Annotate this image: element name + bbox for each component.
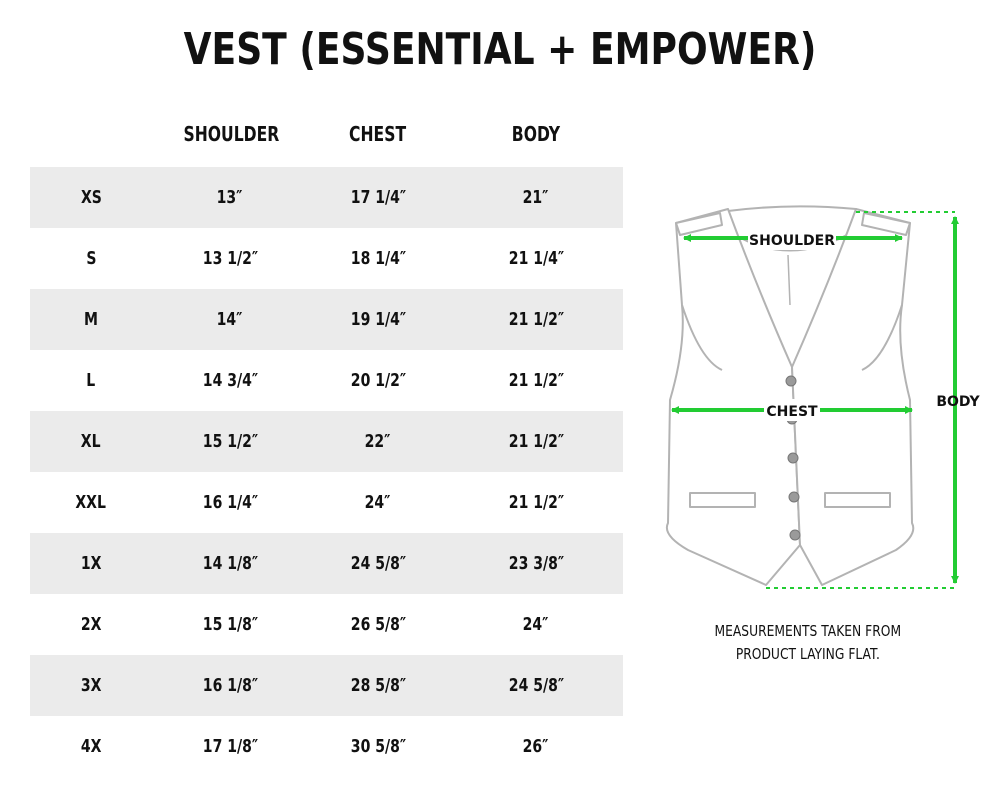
size-cell: 4X (80, 736, 102, 757)
page-title-text: VEST (ESSENTIAL + EMPOWER) (183, 24, 817, 75)
size-cell: 3X (80, 675, 102, 696)
body-cell: 24 5/8″ (508, 675, 564, 696)
chest-cell: 17 1/4″ (350, 187, 406, 208)
size-cell: XS (80, 187, 102, 208)
shoulder-cell: 15 1/2″ (202, 431, 258, 452)
chest-cell: 18 1/4″ (350, 248, 406, 269)
body-diagram-label: BODY (936, 394, 980, 410)
chest-cell: 30 5/8″ (350, 736, 406, 757)
table-row: 2X 15 1/8″ 26 5/8″ 24″ (30, 594, 623, 655)
body-cell: 21 1/2″ (508, 431, 564, 452)
column-header-shoulder: SHOULDER (170, 120, 290, 148)
chest-cell: 24 5/8″ (350, 553, 406, 574)
shoulder-cell: 16 1/4″ (202, 492, 258, 513)
shoulder-cell: 13 1/2″ (202, 248, 258, 269)
chest-cell: 19 1/4″ (350, 309, 406, 330)
body-cell: 21 1/4″ (508, 248, 564, 269)
table-row: XXL 16 1/4″ 24″ 21 1/2″ (30, 472, 623, 533)
table-row: S 13 1/2″ 18 1/4″ 21 1/4″ (30, 228, 623, 289)
note-line-1: MEASUREMENTS TAKEN FROM (714, 622, 901, 640)
size-cell: XXL (75, 492, 107, 513)
chest-cell: 20 1/2″ (350, 370, 406, 391)
column-header-shoulder-text: SHOULDER (183, 122, 280, 146)
body-cell: 26″ (523, 736, 549, 757)
shoulder-diagram-label: SHOULDER (749, 233, 835, 249)
body-cell: 21 1/2″ (508, 370, 564, 391)
table-row: 3X 16 1/8″ 28 5/8″ 24 5/8″ (30, 655, 623, 716)
table-row: L 14 3/4″ 20 1/2″ 21 1/2″ (30, 350, 623, 411)
chest-diagram-label: CHEST (766, 404, 818, 420)
size-cell: 1X (80, 553, 102, 574)
column-header-body: BODY (475, 120, 597, 148)
size-cell: XL (81, 431, 101, 452)
shoulder-cell: 15 1/8″ (202, 614, 258, 635)
shoulder-cell: 16 1/8″ (202, 675, 258, 696)
shoulder-cell: 14″ (217, 309, 243, 330)
chest-cell: 26 5/8″ (350, 614, 406, 635)
shoulder-cell: 14 3/4″ (202, 370, 258, 391)
table-row: XL 15 1/2″ 22″ 21 1/2″ (30, 411, 623, 472)
column-header-chest-text: CHEST (349, 122, 407, 146)
table-row: 4X 17 1/8″ 30 5/8″ 26″ (30, 716, 623, 777)
shoulder-cell: 17 1/8″ (202, 736, 258, 757)
page-title: VEST (ESSENTIAL + EMPOWER) (90, 18, 910, 82)
vest-diagram: SHOULDER CHEST BODY (660, 195, 981, 600)
chest-cell: 28 5/8″ (350, 675, 406, 696)
chest-cell: 22″ (365, 431, 391, 452)
column-header-body-text: BODY (511, 122, 561, 146)
size-cell: M (84, 309, 98, 330)
measurement-note: MEASUREMENTS TAKEN FROM PRODUCT LAYING F… (690, 620, 925, 666)
vest-outline-icon: SHOULDER CHEST BODY (666, 205, 981, 589)
size-cell: L (86, 370, 96, 391)
body-cell: 21″ (523, 187, 549, 208)
body-cell: 23 3/8″ (508, 553, 564, 574)
size-cell: 2X (80, 614, 102, 635)
table-row: 1X 14 1/8″ 24 5/8″ 23 3/8″ (30, 533, 623, 594)
table-row: M 14″ 19 1/4″ 21 1/2″ (30, 289, 623, 350)
chest-cell: 24″ (365, 492, 391, 513)
body-cell: 24″ (523, 614, 549, 635)
body-cell: 21 1/2″ (508, 492, 564, 513)
size-table: XS 13″ 17 1/4″ 21″ S 13 1/2″ 18 1/4″ 21 … (30, 167, 623, 777)
shoulder-cell: 13″ (217, 187, 243, 208)
size-cell: S (85, 248, 97, 269)
note-line-2: PRODUCT LAYING FLAT. (735, 645, 880, 663)
column-header-chest: CHEST (317, 120, 439, 148)
shoulder-cell: 14 1/8″ (202, 553, 258, 574)
table-row: XS 13″ 17 1/4″ 21″ (30, 167, 623, 228)
body-cell: 21 1/2″ (508, 309, 564, 330)
